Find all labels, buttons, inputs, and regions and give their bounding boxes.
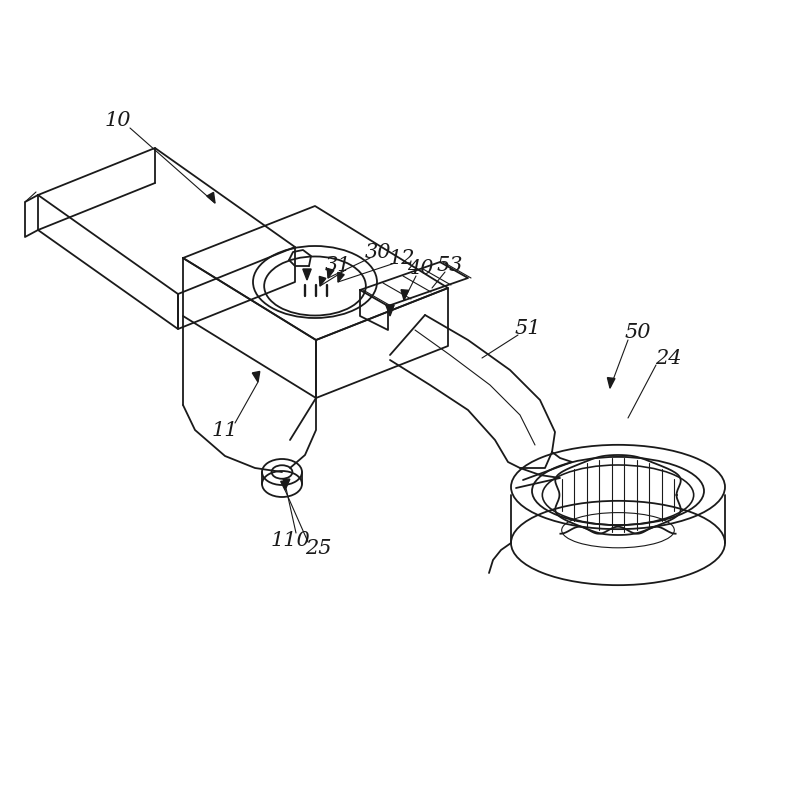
Polygon shape	[338, 273, 344, 282]
Polygon shape	[327, 269, 334, 278]
Text: 53: 53	[437, 255, 463, 274]
Polygon shape	[303, 269, 311, 280]
Text: 110: 110	[270, 530, 310, 549]
Text: 12: 12	[389, 248, 415, 267]
Polygon shape	[281, 481, 287, 490]
Polygon shape	[386, 305, 394, 316]
Polygon shape	[319, 277, 326, 286]
Polygon shape	[283, 479, 290, 488]
Text: 51: 51	[514, 318, 542, 337]
Text: 40: 40	[406, 258, 434, 277]
Polygon shape	[607, 377, 615, 388]
Polygon shape	[401, 290, 409, 300]
Text: 11: 11	[212, 421, 238, 440]
Text: 24: 24	[654, 348, 682, 367]
Text: 25: 25	[305, 538, 331, 557]
Polygon shape	[252, 371, 260, 382]
Text: 30: 30	[365, 243, 391, 262]
Polygon shape	[207, 192, 215, 203]
Text: 50: 50	[625, 322, 651, 341]
Text: 31: 31	[325, 255, 351, 274]
Text: 10: 10	[105, 110, 131, 129]
